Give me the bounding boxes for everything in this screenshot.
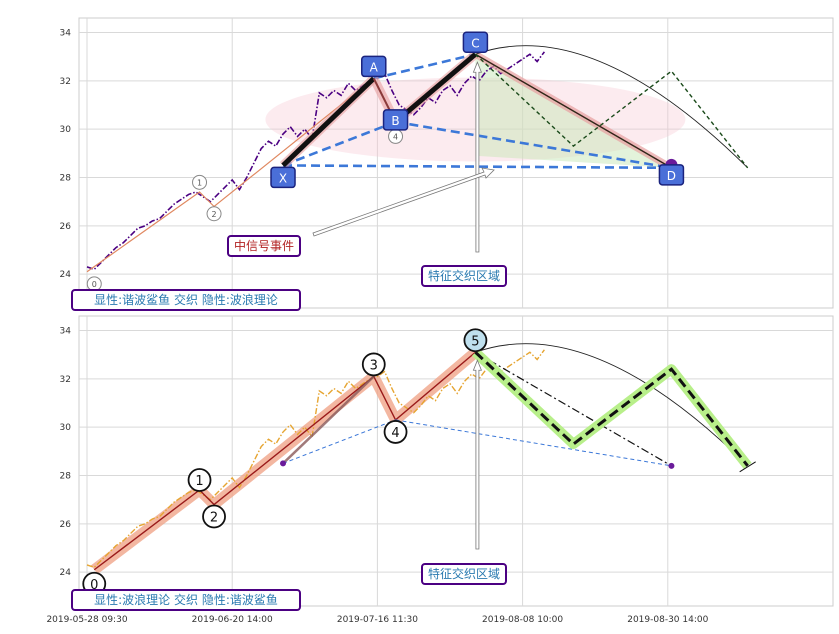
zone-arrow xyxy=(472,359,483,550)
point-x-box xyxy=(270,166,296,189)
zone-annotation-box xyxy=(421,563,507,585)
point-label-b: B xyxy=(391,114,399,128)
zone-annotation: 特征交织区域 xyxy=(428,566,500,581)
wave-point-marker xyxy=(463,328,488,353)
y-tick-label: 26 xyxy=(60,520,72,530)
y-tick-label: 32 xyxy=(60,77,71,87)
xa-leg xyxy=(281,76,376,168)
projection-arc xyxy=(475,343,748,467)
x-tick-label: 2019-08-30 14:00 xyxy=(627,615,708,625)
price-line xyxy=(86,51,546,271)
wave-marker-label: 0 xyxy=(92,280,97,289)
wave-point-label: 1 xyxy=(195,474,203,489)
bc-leg xyxy=(393,52,478,124)
wave-marker-label: 2 xyxy=(212,210,217,219)
y-tick-label: 34 xyxy=(60,327,72,337)
hidden-bd xyxy=(395,419,672,467)
x-tick-label: 2019-06-20 14:00 xyxy=(192,615,273,625)
wave-marker-label: 1 xyxy=(197,178,202,187)
y-tick-label: 30 xyxy=(60,423,72,433)
point-label-a: A xyxy=(370,60,379,74)
point-label-x: X xyxy=(279,171,287,185)
hidden-d-dot xyxy=(668,462,675,469)
price-line xyxy=(86,349,545,569)
wave-point-marker xyxy=(361,352,386,377)
wave-point-label: 5 xyxy=(471,334,479,349)
projection-end-tick xyxy=(739,461,756,473)
y-tick-label: 32 xyxy=(60,375,71,385)
point-c-box xyxy=(462,31,489,53)
projection-cd xyxy=(475,53,672,169)
panel-top: 2426283032340124XABCD特征交织区域中信号事件显性:谐波鲨鱼 … xyxy=(60,17,834,311)
y-tick-label: 34 xyxy=(60,29,72,39)
event-annotation-box xyxy=(227,235,301,257)
point-a-box xyxy=(361,55,387,78)
xd-connector xyxy=(283,164,672,170)
wave-point-label: 4 xyxy=(391,426,399,441)
wave-point-marker xyxy=(383,420,408,444)
wave-point-marker xyxy=(187,468,212,492)
plot-area xyxy=(78,315,834,607)
hidden-xa xyxy=(282,375,375,465)
y-tick-label: 24 xyxy=(60,568,72,578)
hidden-cd xyxy=(475,351,672,467)
wave-marker xyxy=(206,206,222,222)
bd-connector xyxy=(395,120,672,170)
wave-marker-label: 4 xyxy=(393,132,398,141)
wave-point-label: 3 xyxy=(370,358,378,373)
legend-annotation: 显性:谐波鲨鱼 交织 隐性:波浪理论 xyxy=(94,292,278,307)
wave-line xyxy=(93,351,476,571)
point-label-d: D xyxy=(667,169,676,183)
point-d-box xyxy=(658,164,685,186)
legend-annotation-box xyxy=(71,289,301,311)
y-tick-label: 28 xyxy=(60,472,72,482)
event-annotation: 中信号事件 xyxy=(234,238,294,253)
zone-arrow xyxy=(472,61,483,253)
plot-area xyxy=(78,17,834,309)
wave-point-label: 2 xyxy=(210,511,218,526)
wave-point-marker xyxy=(202,504,226,529)
xb-connector xyxy=(282,120,397,167)
zone-annotation: 特征交织区域 xyxy=(428,268,500,283)
x-tick-label: 2019-08-08 10:00 xyxy=(482,615,563,625)
y-tick-label: 28 xyxy=(60,174,72,184)
wave-point-label: 0 xyxy=(90,578,98,593)
y-tick-label: 30 xyxy=(60,125,72,135)
ac-connector xyxy=(373,52,476,80)
projection-path xyxy=(474,351,749,467)
x-tick-label: 2019-07-16 11:30 xyxy=(337,615,418,625)
hidden-xb xyxy=(282,419,396,464)
hidden-x-dot xyxy=(280,460,287,467)
event-arrow xyxy=(312,167,495,237)
point-label-c: C xyxy=(471,36,479,50)
zone-annotation-box xyxy=(421,265,507,287)
x-tick-label: 2019-05-28 09:30 xyxy=(46,615,127,625)
point-b-box xyxy=(382,109,409,131)
legend-annotation-box xyxy=(71,589,301,611)
y-tick-label: 24 xyxy=(60,270,72,280)
y-tick-label: 26 xyxy=(60,222,72,232)
wave-marker xyxy=(192,174,208,190)
projection-arc xyxy=(475,45,748,169)
legend-annotation: 显性:波浪理论 交织 隐性:谐波鲨鱼 xyxy=(94,592,278,607)
